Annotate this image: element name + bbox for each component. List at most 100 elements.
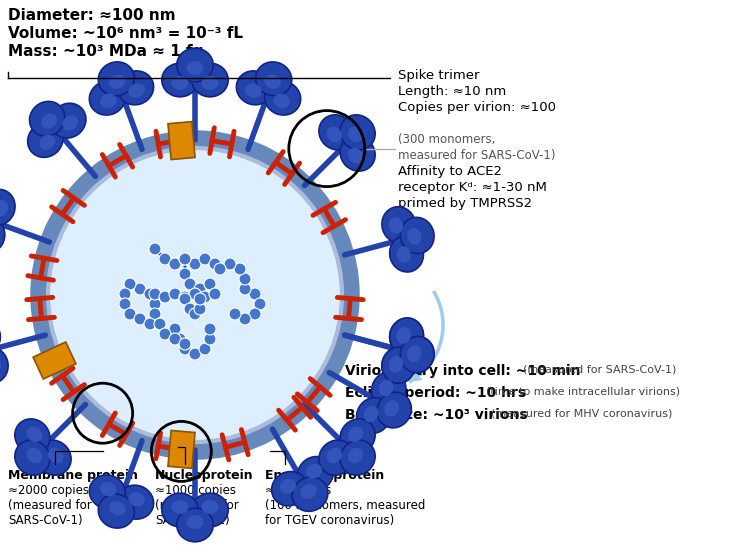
Ellipse shape [340, 136, 375, 171]
Ellipse shape [407, 228, 422, 244]
Ellipse shape [128, 492, 145, 506]
Text: (300 monomers,: (300 monomers, [398, 133, 495, 146]
Ellipse shape [98, 62, 134, 96]
Ellipse shape [364, 406, 379, 422]
Circle shape [214, 263, 226, 275]
Ellipse shape [319, 115, 354, 150]
Ellipse shape [356, 397, 391, 433]
Circle shape [119, 298, 131, 310]
Text: Affinity to ACE2: Affinity to ACE2 [398, 165, 502, 178]
Ellipse shape [48, 448, 64, 463]
Circle shape [124, 308, 136, 320]
Ellipse shape [280, 479, 296, 494]
Ellipse shape [382, 207, 416, 243]
Circle shape [199, 343, 211, 355]
Ellipse shape [89, 475, 125, 509]
Ellipse shape [109, 501, 125, 515]
Ellipse shape [384, 400, 399, 416]
Ellipse shape [15, 440, 50, 475]
Ellipse shape [0, 356, 2, 373]
Circle shape [40, 140, 350, 450]
Ellipse shape [100, 94, 117, 108]
Circle shape [179, 293, 191, 305]
Circle shape [189, 348, 201, 360]
Ellipse shape [177, 508, 213, 542]
Ellipse shape [128, 83, 145, 98]
Circle shape [184, 303, 196, 315]
Ellipse shape [371, 372, 406, 408]
Circle shape [149, 243, 161, 255]
Text: Membrane protein: Membrane protein [8, 469, 138, 482]
Circle shape [149, 308, 161, 320]
Ellipse shape [273, 94, 290, 108]
Ellipse shape [202, 500, 218, 514]
Ellipse shape [340, 440, 375, 475]
Ellipse shape [326, 127, 342, 142]
Text: (measured for MHV coronavirus): (measured for MHV coronavirus) [477, 408, 672, 418]
Text: Copies per virion: ≈100: Copies per virion: ≈100 [398, 101, 556, 114]
Text: ≈2000 copies: ≈2000 copies [8, 484, 89, 497]
Ellipse shape [29, 101, 64, 136]
Text: Mass: ~10³ MDa ≈ 1 fg: Mass: ~10³ MDa ≈ 1 fg [8, 44, 203, 59]
Circle shape [194, 283, 206, 295]
Circle shape [204, 323, 216, 335]
Text: Eclipse period: ~10 hrs: Eclipse period: ~10 hrs [345, 386, 526, 400]
Text: Virion entry into cell: ~10 min: Virion entry into cell: ~10 min [345, 364, 580, 378]
Circle shape [194, 293, 206, 305]
Ellipse shape [41, 113, 57, 129]
Ellipse shape [388, 217, 403, 234]
Ellipse shape [390, 318, 424, 354]
Ellipse shape [400, 337, 434, 373]
Ellipse shape [245, 83, 262, 98]
Ellipse shape [382, 347, 416, 383]
Ellipse shape [265, 74, 281, 89]
Ellipse shape [348, 448, 363, 463]
Text: measured for SARS-CoV-1): measured for SARS-CoV-1) [398, 149, 556, 162]
Circle shape [239, 273, 251, 285]
Circle shape [224, 258, 236, 270]
Circle shape [134, 283, 146, 295]
Circle shape [169, 323, 181, 335]
Circle shape [174, 333, 186, 345]
Ellipse shape [298, 457, 333, 491]
Ellipse shape [348, 148, 363, 163]
Polygon shape [33, 342, 76, 379]
Circle shape [199, 253, 211, 265]
Ellipse shape [51, 103, 86, 138]
Circle shape [169, 333, 181, 345]
Ellipse shape [292, 477, 328, 511]
Circle shape [179, 268, 191, 280]
Ellipse shape [89, 81, 125, 115]
Text: ≈20 copies: ≈20 copies [265, 484, 332, 497]
Ellipse shape [388, 356, 403, 373]
Ellipse shape [390, 236, 424, 272]
Circle shape [179, 253, 191, 265]
Circle shape [249, 288, 261, 300]
Text: ≈1000 copies: ≈1000 copies [155, 484, 236, 497]
Ellipse shape [400, 217, 434, 254]
Polygon shape [168, 122, 195, 159]
Ellipse shape [0, 217, 4, 254]
Ellipse shape [15, 419, 50, 454]
Circle shape [204, 278, 216, 290]
Circle shape [184, 278, 196, 290]
Circle shape [189, 288, 201, 300]
Ellipse shape [162, 63, 198, 97]
Circle shape [239, 283, 251, 295]
Ellipse shape [172, 76, 188, 90]
Text: for TGEV coronavirus): for TGEV coronavirus) [265, 514, 394, 527]
Ellipse shape [397, 327, 411, 344]
Ellipse shape [28, 122, 63, 157]
Ellipse shape [27, 448, 42, 463]
Ellipse shape [301, 484, 316, 499]
Text: Spike trimer: Spike trimer [398, 69, 479, 82]
Text: SARS-CoV-1): SARS-CoV-1) [155, 514, 230, 527]
Circle shape [189, 258, 201, 270]
Text: Nucleoprotein: Nucleoprotein [155, 469, 254, 482]
Circle shape [254, 298, 266, 310]
Ellipse shape [0, 347, 8, 383]
Circle shape [159, 328, 171, 340]
Ellipse shape [348, 127, 363, 142]
Circle shape [179, 253, 191, 265]
Ellipse shape [187, 61, 203, 75]
